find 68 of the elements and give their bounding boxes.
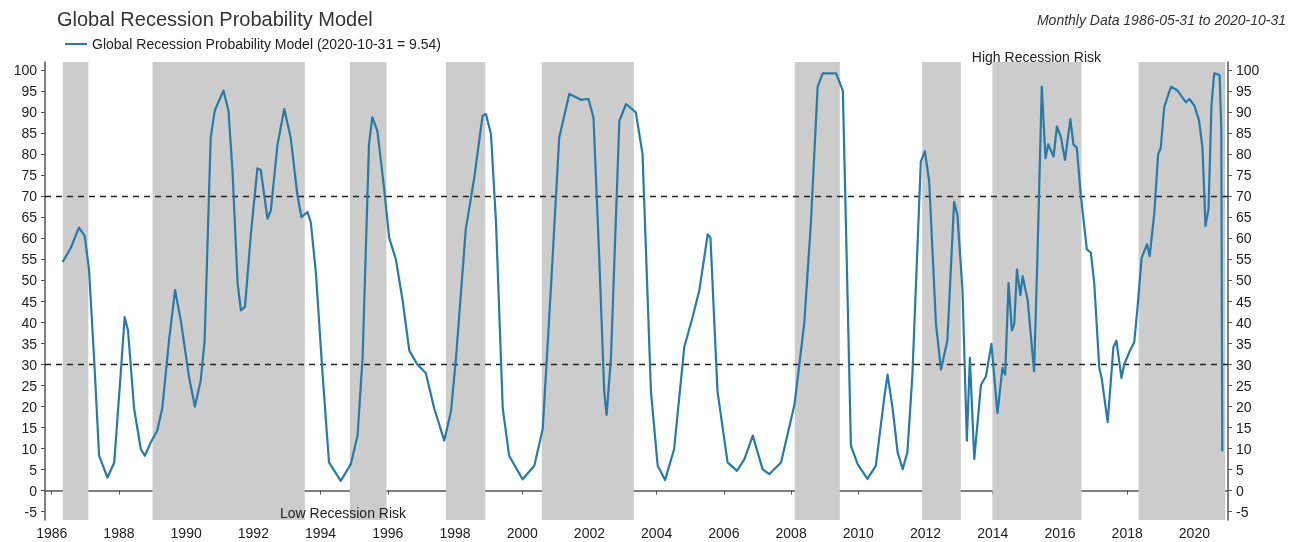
y-tick-label: 60 bbox=[21, 230, 38, 247]
chart-title: Global Recession Probability Model bbox=[57, 8, 373, 30]
x-tick-label: 1988 bbox=[103, 525, 135, 541]
x-tick-label: 2004 bbox=[641, 525, 673, 541]
x-tick-label: 2006 bbox=[708, 525, 740, 541]
y-tick-label: 80 bbox=[21, 146, 38, 163]
y2-tick-label: 0 bbox=[1236, 482, 1244, 499]
chart-subtitle: Monthly Data 1986-05-31 to 2020-10-31 bbox=[1036, 12, 1287, 28]
y2-tick-label: 20 bbox=[1236, 398, 1252, 415]
annotation: Low Recession Risk bbox=[280, 505, 408, 521]
y2-tick-label: 5 bbox=[1236, 461, 1244, 478]
y-tick-label: 10 bbox=[21, 440, 38, 457]
y-tick-label: 90 bbox=[21, 104, 38, 121]
y2-tick-label: 15 bbox=[1236, 419, 1252, 436]
y-tick-label: 35 bbox=[21, 335, 38, 352]
y2-tick-label: 100 bbox=[1236, 62, 1260, 79]
y-tick-label: 0 bbox=[29, 482, 38, 499]
y2-tick-label: -5 bbox=[1236, 503, 1249, 520]
y2-tick-label: 50 bbox=[1236, 272, 1252, 289]
y-tick-label: 50 bbox=[21, 272, 38, 289]
y-tick-label: 20 bbox=[21, 398, 38, 415]
x-tick-label: 2000 bbox=[506, 525, 539, 541]
y-tick-label: 5 bbox=[29, 461, 38, 478]
y-tick-label: 100 bbox=[13, 62, 38, 79]
annotation: High Recession Risk bbox=[971, 49, 1102, 65]
x-tick-label: 2010 bbox=[842, 525, 875, 541]
x-tick-label: 2014 bbox=[977, 525, 1009, 541]
y2-tick-label: 65 bbox=[1236, 209, 1252, 226]
y-tick-label: 65 bbox=[21, 209, 38, 226]
y2-tick-label: 40 bbox=[1236, 314, 1252, 331]
y-tick-label: 70 bbox=[21, 188, 38, 205]
y-tick-label: 75 bbox=[21, 167, 38, 184]
y2-tick-label: 35 bbox=[1236, 335, 1252, 352]
y2-tick-label: 55 bbox=[1236, 251, 1252, 268]
x-tick-label: 1998 bbox=[439, 525, 471, 541]
y2-tick-label: 30 bbox=[1236, 356, 1252, 373]
x-tick-label: 1992 bbox=[237, 525, 270, 541]
y-tick-label: 45 bbox=[21, 293, 38, 310]
y2-tick-label: 85 bbox=[1236, 125, 1252, 142]
y2-tick-label: 10 bbox=[1236, 440, 1252, 457]
x-tick-label: 2016 bbox=[1044, 525, 1076, 541]
y-tick-label: 95 bbox=[21, 83, 38, 100]
line-series bbox=[62, 72, 1224, 483]
y-tick-label: 85 bbox=[21, 125, 38, 142]
y2-tick-label: 70 bbox=[1236, 188, 1252, 205]
x-tick-label: 2002 bbox=[573, 525, 606, 541]
x-tick-label: 1994 bbox=[305, 525, 337, 541]
y2-tick-label: 25 bbox=[1236, 377, 1252, 394]
y2-tick-label: 45 bbox=[1236, 293, 1252, 310]
y-tick-label: 40 bbox=[21, 314, 38, 331]
x-tick-label: 2020 bbox=[1178, 525, 1211, 541]
y2-tick-label: 80 bbox=[1236, 146, 1252, 163]
x-tick-label: 2012 bbox=[909, 525, 942, 541]
y-tick-label: 15 bbox=[21, 419, 38, 436]
y-tick-label: 30 bbox=[21, 356, 38, 373]
y2-tick-label: 90 bbox=[1236, 104, 1252, 121]
y-tick-label: -5 bbox=[24, 503, 38, 520]
y2-tick-label: 60 bbox=[1236, 230, 1252, 247]
y-tick-label: 55 bbox=[21, 251, 38, 268]
x-tick-label: 2008 bbox=[775, 525, 807, 541]
y-tick-label: 25 bbox=[21, 377, 38, 394]
y2-tick-label: 75 bbox=[1236, 167, 1252, 184]
x-tick-label: 2018 bbox=[1111, 525, 1143, 541]
x-tick-label: 1986 bbox=[36, 525, 68, 541]
legend-label: Global Recession Probability Model (2020-10-31 = 9.54) bbox=[92, 36, 442, 52]
x-tick-label: 1990 bbox=[170, 525, 202, 541]
x-tick-label: 1996 bbox=[372, 525, 404, 541]
y2-tick-label: 95 bbox=[1236, 83, 1252, 100]
